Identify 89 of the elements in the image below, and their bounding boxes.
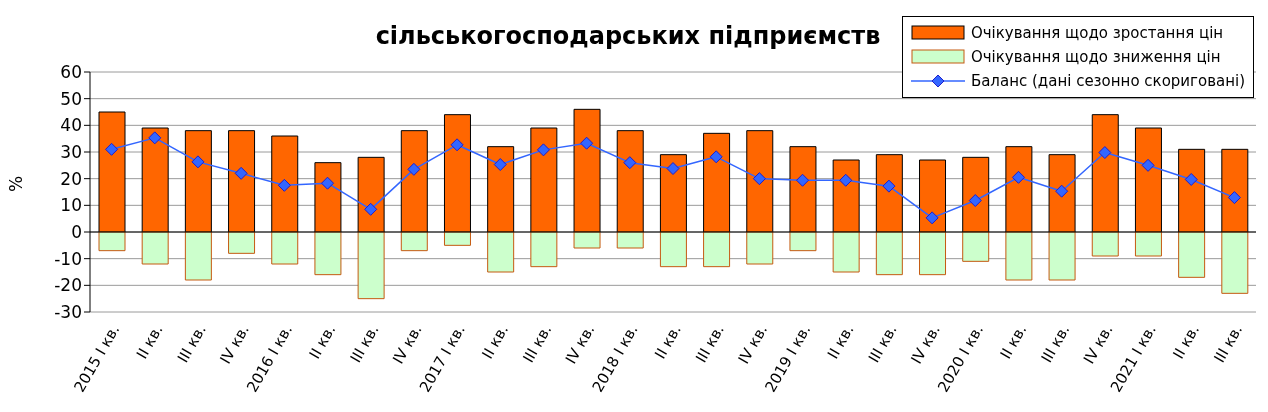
bar (184, 231, 212, 281)
bar (832, 231, 860, 273)
x-tick-label: IV кв. (389, 321, 426, 367)
x-tick-label: IV кв. (216, 321, 253, 367)
bar (443, 231, 471, 246)
bar (1178, 231, 1206, 278)
point (1141, 158, 1155, 172)
bar (659, 231, 687, 268)
bar (1221, 231, 1249, 294)
y-tick-label: 60 (60, 62, 82, 83)
y-tick-label: 10 (60, 195, 82, 216)
x-tick-label: III кв. (346, 321, 383, 366)
x-tick-label: III кв. (1210, 321, 1247, 366)
x-tick-label: II кв. (996, 321, 1031, 362)
bar (1048, 231, 1076, 281)
point (493, 158, 507, 172)
point (623, 156, 637, 170)
bar (98, 231, 126, 252)
bar (141, 231, 169, 265)
point (968, 194, 982, 208)
bar (573, 231, 601, 249)
bar (530, 231, 558, 268)
bar (1005, 231, 1033, 281)
point (407, 162, 421, 176)
point (536, 143, 550, 157)
x-tick-label: IV кв. (561, 321, 599, 367)
legend-label: Баланс (дані сезонно скориговані) (970, 71, 1245, 92)
point (580, 136, 594, 150)
bar (616, 231, 644, 249)
point (796, 173, 810, 187)
point (450, 138, 464, 152)
chart-title: сільськогосподарських підприємств (375, 22, 881, 50)
point (234, 166, 248, 180)
x-tick-label: IV кв. (1080, 321, 1117, 367)
legend-label: Очікування щодо зниження цін (970, 47, 1221, 68)
x-tick-label: II кв. (651, 321, 685, 362)
x-tick-label: III кв. (692, 321, 728, 366)
point (752, 172, 766, 186)
y-axis-title: % (6, 175, 27, 192)
bar (875, 231, 903, 276)
bar (228, 231, 256, 254)
point (105, 142, 119, 156)
y-tick-label: 20 (60, 168, 82, 189)
y-tick-label: 40 (60, 115, 82, 136)
bar (400, 231, 428, 252)
x-tick-label: IV кв. (734, 321, 772, 367)
point (839, 173, 853, 187)
x-tick-label: II кв. (823, 321, 858, 362)
point (1098, 146, 1112, 160)
point (321, 176, 335, 190)
y-tick-label: 0 (71, 222, 82, 243)
bar (962, 231, 990, 262)
x-tick-label: II кв. (478, 321, 513, 362)
point (709, 150, 723, 164)
point (148, 131, 162, 145)
x-tick-label: III кв. (1037, 321, 1074, 366)
x-tick-label: II кв. (305, 321, 340, 362)
y-tick-label: 30 (60, 142, 82, 163)
point (666, 162, 680, 176)
x-tick-label: III кв. (173, 321, 210, 366)
bar (487, 231, 515, 273)
y-tick-label: -20 (54, 275, 82, 296)
point (925, 211, 939, 225)
x-tick-label: II кв. (132, 321, 167, 362)
bar (1091, 231, 1119, 257)
bar (271, 231, 299, 265)
x-tick-label: III кв. (519, 321, 556, 366)
point (1055, 184, 1069, 198)
point (1184, 172, 1198, 186)
x-tick-label: IV кв. (907, 321, 944, 367)
point (1011, 170, 1025, 184)
bar (746, 231, 774, 265)
point (1227, 191, 1241, 205)
point (277, 178, 291, 192)
bar (703, 231, 731, 268)
point (364, 202, 378, 216)
y-tick-label: -10 (54, 248, 82, 269)
bar (789, 231, 817, 252)
x-tick-label: III кв. (864, 321, 901, 366)
bar (919, 231, 947, 276)
point (191, 155, 205, 169)
legend-label: Очікування щодо зростання цін (970, 23, 1224, 44)
bar (1134, 231, 1162, 257)
y-tick-label: 50 (60, 88, 82, 109)
y-tick-label: -30 (54, 302, 82, 323)
bar (314, 231, 342, 276)
bar (357, 231, 385, 300)
point (882, 179, 896, 193)
x-tick-label: II кв. (1169, 321, 1204, 362)
